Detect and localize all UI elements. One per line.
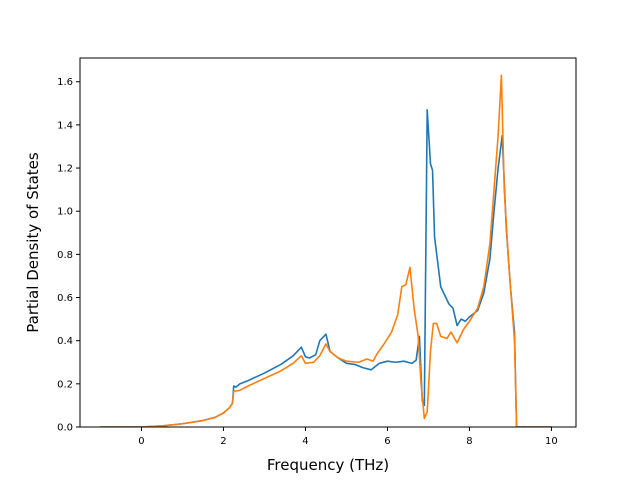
axes-frame <box>79 57 577 428</box>
x-tick-label: 10 <box>545 436 558 447</box>
series-layer <box>99 74 553 427</box>
y-tick-label: 0.0 <box>57 423 73 434</box>
x-tick-label: 6 <box>384 436 390 447</box>
y-axis-ticks: 0.0 0.2 0.4 0.6 0.8 1.0 1.2 1.4 1.6 <box>57 77 80 434</box>
x-tick-label: 2 <box>220 436 226 447</box>
y-axis-label: Partial Density of States <box>24 152 42 333</box>
y-tick-label: 0.8 <box>57 250 73 261</box>
y-tick-label: 0.2 <box>57 379 73 390</box>
x-axis-label: Frequency (THz) <box>267 456 389 474</box>
x-tick-label: 8 <box>466 436 472 447</box>
y-tick-label: 1.2 <box>57 164 73 175</box>
y-tick-label: 0.6 <box>57 293 73 304</box>
series-line-2 <box>99 74 553 427</box>
plot-area: 0 2 4 6 8 10 0.0 0.2 0.4 0.6 0.8 1.0 1.2 1.4 1.6 <box>57 57 577 447</box>
y-tick-label: 0.4 <box>57 336 73 347</box>
x-tick-label: 0 <box>138 436 144 447</box>
x-tick-label: 4 <box>302 436 308 447</box>
y-tick-label: 1.0 <box>57 207 73 218</box>
y-tick-label: 1.4 <box>57 120 73 131</box>
x-axis-ticks: 0 2 4 6 8 10 <box>138 427 558 447</box>
y-tick-label: 1.6 <box>57 77 73 88</box>
